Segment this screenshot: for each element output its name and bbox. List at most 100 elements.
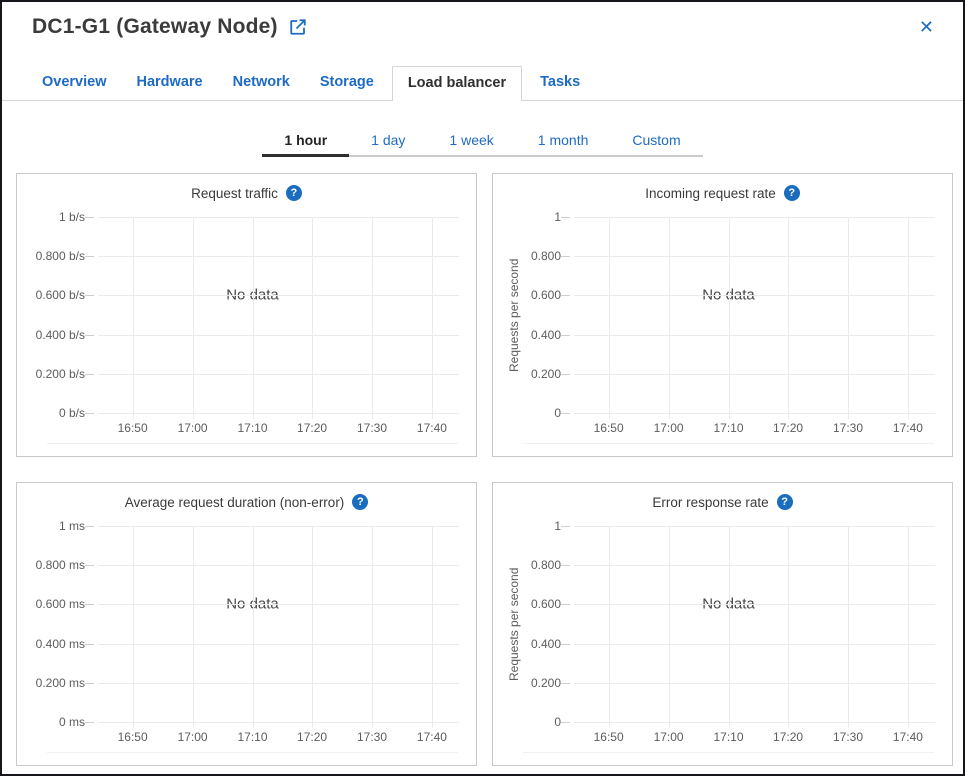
y-tick-label: 0.400	[530, 327, 561, 342]
v-gridline	[252, 217, 254, 419]
y-tick-label: 0.400	[530, 636, 561, 651]
chart-panel: Average request duration (non-error) ? 1…	[16, 482, 477, 766]
y-tick-mark	[85, 722, 94, 723]
x-tick-label: 16:50	[117, 421, 148, 435]
external-link-icon[interactable]	[289, 18, 307, 36]
h-gridline	[98, 643, 459, 645]
h-gridline	[574, 643, 935, 645]
y-tick-mark	[85, 217, 94, 218]
legend-separator	[523, 752, 934, 753]
y-tick-label: 0.800 b/s	[35, 249, 85, 264]
h-gridline	[98, 565, 459, 567]
v-gridline	[252, 526, 254, 728]
chart-panel: Request traffic ? 1 b/s 0.800 b/s 0.600 b/…	[16, 173, 477, 457]
tab-hardware[interactable]: Hardware	[136, 74, 203, 90]
x-tick-label: 17:40	[892, 421, 923, 435]
x-tick-label: 17:20	[297, 421, 328, 435]
x-tick-label: 17:20	[297, 730, 328, 744]
h-gridline	[98, 334, 459, 336]
x-tick-label: 17:30	[356, 421, 387, 435]
y-tick-labels: 1 0.800 0.600 0.400 0.200 0	[493, 519, 561, 729]
help-icon[interactable]: ?	[352, 494, 369, 510]
x-tick-label: 17:00	[653, 421, 684, 435]
h-gridline	[574, 217, 935, 218]
y-tick-labels: 1 b/s 0.800 b/s 0.600 b/s 0.400 b/s 0.200 b/…	[17, 210, 85, 420]
y-tick-label: 0.400 b/s	[35, 327, 85, 342]
v-gridline	[431, 217, 433, 419]
y-tick-mark	[561, 256, 570, 258]
v-gridline	[847, 526, 849, 728]
x-tick-labels: 16:50 17:00 17:10 17:20 17:30 17:40	[98, 730, 459, 746]
y-tick-mark	[561, 565, 570, 567]
v-gridline	[788, 526, 790, 728]
h-gridline	[98, 413, 459, 414]
y-tick-label: 1	[554, 210, 561, 224]
time-tab-1-hour[interactable]: 1 hour	[262, 125, 350, 157]
help-icon[interactable]: ?	[285, 185, 302, 201]
h-gridline	[98, 295, 459, 297]
y-tick-label: 0	[554, 715, 561, 729]
y-tick-mark	[561, 295, 570, 297]
tab-tasks[interactable]: Tasks	[540, 74, 581, 90]
time-tab-1-week[interactable]: 1 week	[449, 132, 494, 148]
legend-separator	[523, 443, 934, 444]
help-icon[interactable]: ?	[776, 494, 793, 510]
y-tick-mark	[561, 217, 570, 218]
charts-grid: Request traffic ? 1 b/s 0.800 b/s 0.600 b/…	[2, 173, 963, 766]
h-gridline	[98, 373, 459, 375]
tab-storage[interactable]: Storage	[319, 74, 374, 90]
close-icon[interactable]: ✕	[918, 17, 934, 37]
chart-title: Request traffic	[191, 185, 278, 201]
tab-overview[interactable]: Overview	[42, 74, 107, 90]
y-tick-label: 1 ms	[58, 519, 85, 533]
page-title: DC1-G1 (Gateway Node)	[32, 15, 307, 39]
h-gridline	[574, 295, 935, 297]
plot-area: No data	[85, 217, 459, 419]
y-tick-label: 1	[554, 519, 561, 533]
time-tab-custom[interactable]: Custom	[632, 132, 681, 148]
y-tick-label: 0.600	[530, 288, 561, 303]
x-tick-label: 17:40	[892, 730, 923, 744]
x-tick-label: 16:50	[117, 730, 148, 744]
v-gridline	[608, 217, 610, 419]
chart-header: Error response rate ?	[493, 494, 952, 510]
v-gridline	[907, 526, 909, 728]
y-tick-mark	[85, 334, 94, 336]
y-tick-mark	[561, 722, 570, 723]
v-gridline	[847, 217, 849, 419]
y-tick-label: 0	[554, 406, 561, 420]
time-tab-1-month[interactable]: 1 month	[537, 132, 589, 148]
v-gridline	[312, 526, 314, 728]
y-tick-mark	[561, 373, 570, 375]
v-gridline	[907, 217, 909, 419]
time-tab-1-day[interactable]: 1 day	[371, 132, 406, 148]
chart-title: Error response rate	[652, 494, 769, 510]
y-tick-label: 0.800	[530, 249, 561, 264]
x-tick-label: 16:50	[593, 730, 624, 744]
y-tick-mark	[85, 295, 94, 297]
y-tick-mark	[85, 604, 94, 606]
x-tick-labels: 16:50 17:00 17:10 17:20 17:30 17:40	[574, 730, 935, 746]
h-gridline	[98, 682, 459, 684]
legend-separator	[47, 443, 458, 444]
plot-area: No data	[561, 217, 935, 419]
legend-separator	[47, 752, 458, 753]
v-gridline	[431, 526, 433, 728]
y-tick-mark	[85, 682, 94, 684]
y-tick-mark	[85, 256, 94, 258]
h-gridline	[574, 722, 935, 723]
y-tick-label: 0.200 b/s	[35, 366, 85, 381]
time-range-bar: 1 hour 1 day 1 week 1 month Custom	[2, 125, 963, 157]
x-tick-labels: 16:50 17:00 17:10 17:20 17:30 17:40	[574, 421, 935, 437]
y-tick-labels: 1 0.800 0.600 0.400 0.200 0	[493, 210, 561, 420]
tab-load-balancer[interactable]: Load balancer	[391, 66, 523, 101]
v-gridline	[608, 526, 610, 728]
y-tick-mark	[561, 682, 570, 684]
page-header: DC1-G1 (Gateway Node) ✕	[2, 2, 963, 66]
help-icon[interactable]: ?	[783, 185, 800, 201]
y-tick-label: 0.200	[530, 675, 561, 690]
v-gridline	[668, 526, 670, 728]
h-gridline	[574, 565, 935, 567]
chart-title: Average request duration (non-error)	[124, 494, 345, 510]
tab-network[interactable]: Network	[232, 74, 290, 90]
